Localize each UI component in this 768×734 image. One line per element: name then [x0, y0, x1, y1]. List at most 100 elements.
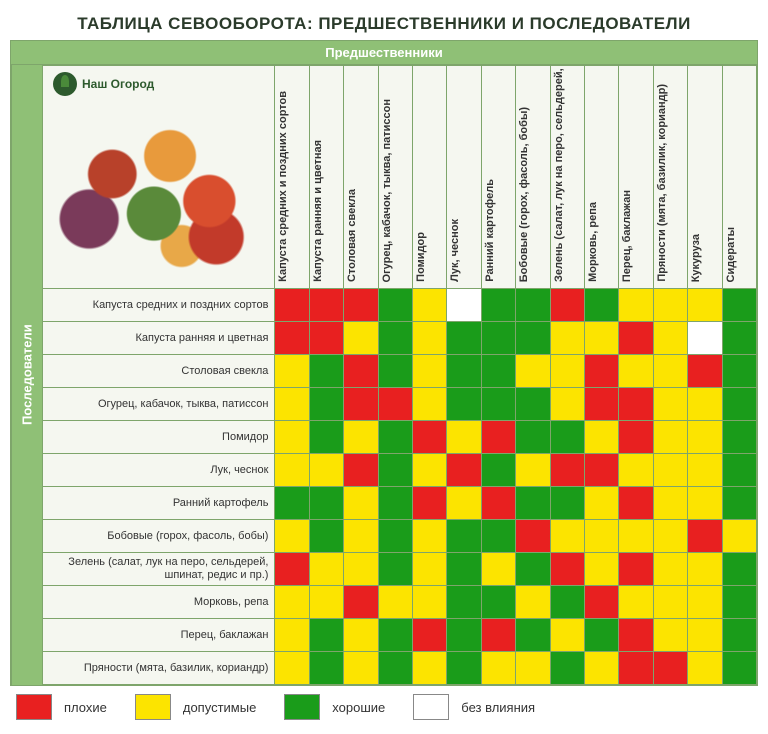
- matrix-cell: [413, 586, 447, 619]
- top-axis-label: Предшественники: [11, 41, 757, 65]
- row-header: Перец, баклажан: [43, 619, 275, 652]
- matrix-cell: [584, 520, 618, 553]
- matrix-cell: [584, 322, 618, 355]
- matrix-cell: [619, 586, 653, 619]
- matrix-cell: [447, 355, 481, 388]
- matrix-cell: [584, 586, 618, 619]
- col-header: Огурец, кабачок, тыква, патиссон: [378, 66, 412, 289]
- matrix-cell: [447, 619, 481, 652]
- matrix-cell: [413, 553, 447, 586]
- matrix-cell: [584, 454, 618, 487]
- matrix-cell: [619, 355, 653, 388]
- matrix-cell: [481, 520, 515, 553]
- matrix-cell: [413, 421, 447, 454]
- matrix-cell: [688, 487, 722, 520]
- matrix-cell: [309, 520, 343, 553]
- matrix-cell: [584, 355, 618, 388]
- table-row: Огурец, кабачок, тыква, патиссон: [43, 388, 757, 421]
- matrix-cell: [516, 289, 550, 322]
- matrix-cell: [688, 553, 722, 586]
- matrix-cell: [722, 487, 756, 520]
- matrix-cell: [584, 388, 618, 421]
- matrix-cell: [378, 421, 412, 454]
- col-header: Столовая свекла: [344, 66, 378, 289]
- matrix-cell: [688, 421, 722, 454]
- matrix-cell: [584, 619, 618, 652]
- matrix-cell: [653, 520, 687, 553]
- matrix-cell: [653, 355, 687, 388]
- matrix-cell: [378, 487, 412, 520]
- matrix-cell: [688, 619, 722, 652]
- matrix-cell: [619, 454, 653, 487]
- matrix-cell: [481, 553, 515, 586]
- matrix-cell: [619, 289, 653, 322]
- matrix-cell: [481, 487, 515, 520]
- matrix-cell: [653, 289, 687, 322]
- matrix-cell: [309, 454, 343, 487]
- col-header-text: Ранний картофель: [482, 173, 498, 288]
- matrix-cell: [653, 487, 687, 520]
- row-header: Бобовые (горох, фасоль, бобы): [43, 520, 275, 553]
- table-row: Ранний картофель: [43, 487, 757, 520]
- matrix-cell: [275, 388, 309, 421]
- matrix-cell: [550, 487, 584, 520]
- matrix-cell: [481, 289, 515, 322]
- matrix-cell: [447, 322, 481, 355]
- legend: плохиедопустимыехорошиебез влияния: [10, 686, 758, 724]
- matrix-cell: [447, 553, 481, 586]
- legend-label: допустимые: [183, 700, 256, 715]
- col-header: Сидераты: [722, 66, 756, 289]
- matrix-cell: [481, 586, 515, 619]
- matrix-cell: [344, 586, 378, 619]
- matrix-cell: [550, 454, 584, 487]
- col-header-text: Огурец, кабачок, тыква, патиссон: [379, 93, 395, 288]
- matrix-cell: [309, 289, 343, 322]
- matrix-cell: [447, 421, 481, 454]
- vegetable-image: [43, 102, 274, 282]
- matrix-cell: [722, 289, 756, 322]
- matrix-cell: [722, 586, 756, 619]
- matrix-cell: [550, 388, 584, 421]
- matrix-cell: [378, 553, 412, 586]
- col-header: Ранний картофель: [481, 66, 515, 289]
- col-header: Бобовые (горох, фасоль, бобы): [516, 66, 550, 289]
- table-row: Капуста ранняя и цветная: [43, 322, 757, 355]
- matrix-cell: [619, 520, 653, 553]
- matrix-cell: [688, 289, 722, 322]
- matrix-cell: [584, 553, 618, 586]
- matrix-cell: [550, 586, 584, 619]
- matrix-cell: [413, 355, 447, 388]
- matrix-cell: [653, 388, 687, 421]
- table-row: Помидор: [43, 421, 757, 454]
- matrix-cell: [722, 421, 756, 454]
- matrix-cell: [653, 619, 687, 652]
- matrix-cell: [309, 421, 343, 454]
- matrix-cell: [378, 586, 412, 619]
- matrix-cell: [584, 487, 618, 520]
- matrix-cell: [653, 421, 687, 454]
- matrix-cell: [653, 553, 687, 586]
- matrix-cell: [447, 586, 481, 619]
- col-header-text: Морковь, репа: [585, 196, 601, 288]
- matrix-cell: [619, 388, 653, 421]
- col-header-text: Лук, чеснок: [447, 213, 463, 288]
- matrix-cell: [481, 322, 515, 355]
- logo: Наш Огород: [53, 72, 154, 96]
- matrix-cell: [275, 355, 309, 388]
- matrix-cell: [344, 553, 378, 586]
- col-header-text: Капуста ранняя и цветная: [310, 134, 326, 288]
- side-axis-label: Последователи: [11, 65, 42, 685]
- matrix-cell: [413, 487, 447, 520]
- matrix-cell: [653, 322, 687, 355]
- matrix-cell: [413, 520, 447, 553]
- col-header-text: Пряности (мята, базилик, кориандр): [654, 78, 670, 288]
- col-header-text: Зелень (салат, лук на перо, сельдерей, ш…: [551, 66, 567, 288]
- matrix-cell: [550, 619, 584, 652]
- matrix-cell: [447, 520, 481, 553]
- matrix-cell: [309, 322, 343, 355]
- table-row: Зелень (салат, лук на перо, сельдерей, ш…: [43, 553, 757, 586]
- matrix-cell: [688, 586, 722, 619]
- page-title: ТАБЛИЦА СЕВООБОРОТА: ПРЕДШЕСТВЕННИКИ И П…: [10, 14, 758, 34]
- col-header-text: Столовая свекла: [344, 183, 360, 288]
- matrix-cell: [688, 520, 722, 553]
